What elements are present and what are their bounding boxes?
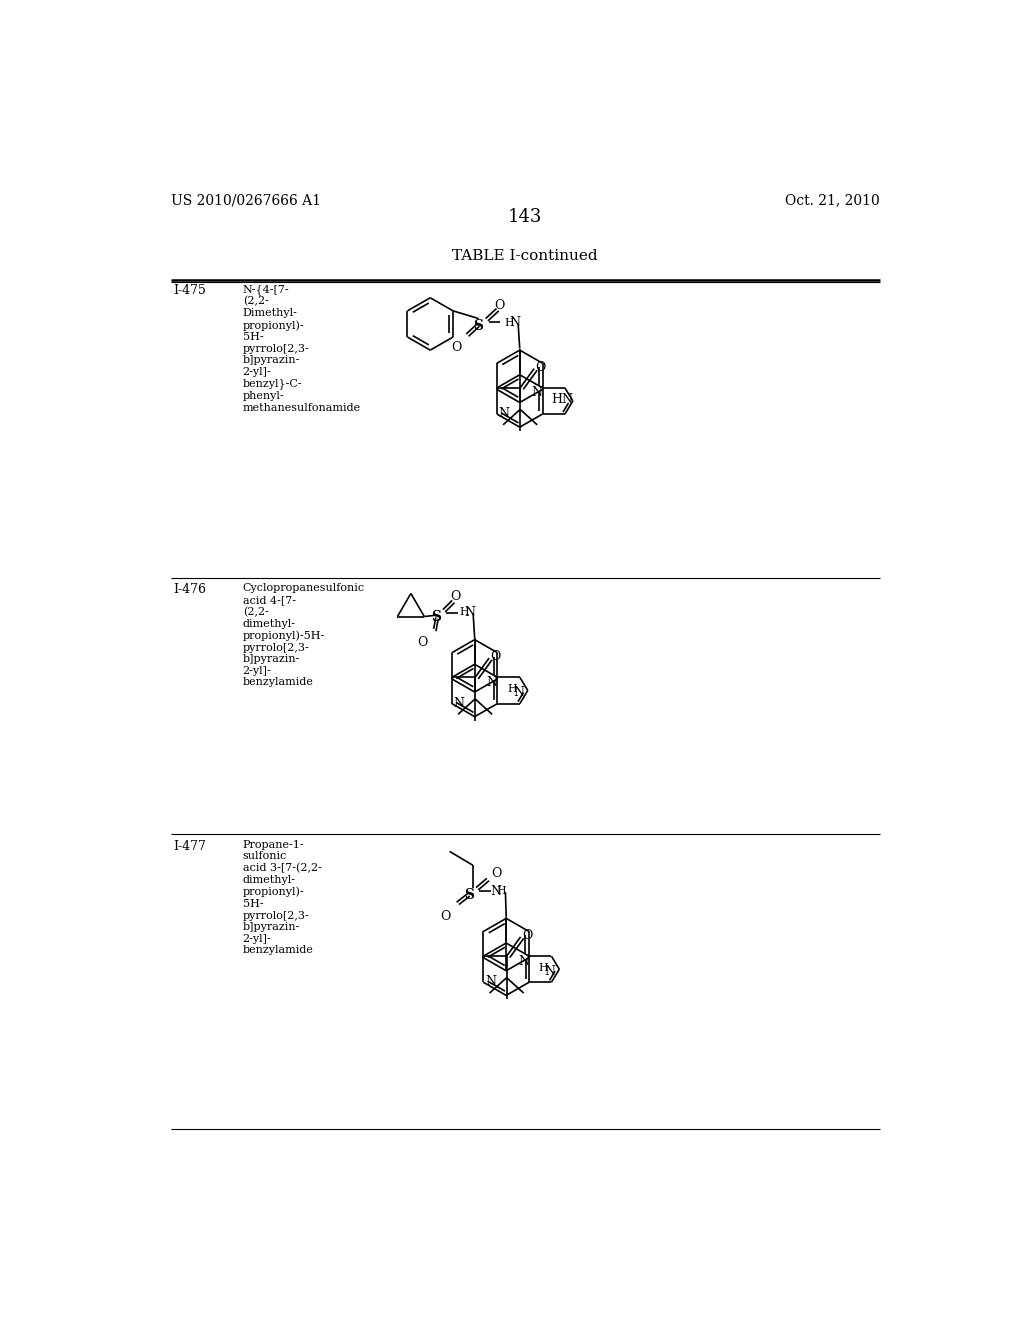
Text: N: N (485, 975, 496, 989)
Text: O: O (536, 360, 546, 374)
Text: O: O (490, 651, 501, 664)
Text: H: H (497, 886, 507, 896)
Text: N: N (513, 686, 524, 698)
Text: I-475: I-475 (173, 284, 206, 297)
Text: O: O (495, 300, 505, 313)
Text: US 2010/0267666 A1: US 2010/0267666 A1 (171, 193, 321, 207)
Text: O: O (417, 636, 427, 649)
Text: O: O (522, 929, 532, 942)
Text: S: S (431, 610, 441, 624)
Text: O: O (451, 590, 461, 603)
Text: Cyclopropanesulfonic
acid 4-[7-
(2,2-
dimethyl-
propionyl)-5H-
pyrrolo[2,3-
b]py: Cyclopropanesulfonic acid 4-[7- (2,2- di… (243, 583, 365, 688)
Text: N: N (545, 965, 555, 978)
Text: S: S (464, 888, 474, 903)
Text: N: N (486, 676, 498, 689)
Text: S: S (473, 319, 483, 333)
Text: O: O (492, 867, 502, 880)
Text: O: O (439, 909, 451, 923)
Text: N: N (518, 954, 529, 968)
Text: N-{4-[7-
(2,2-
Dimethyl-
propionyl)-
5H-
pyrrolo[2,3-
b]pyrazin-
2-yl]-
benzyl}-: N-{4-[7- (2,2- Dimethyl- propionyl)- 5H-… (243, 284, 360, 413)
Text: N: N (490, 884, 502, 898)
Text: N: N (465, 606, 475, 619)
Text: N: N (531, 387, 543, 400)
Text: H: H (507, 684, 517, 694)
Text: HN: HN (551, 393, 573, 407)
Text: H: H (459, 607, 469, 618)
Text: Oct. 21, 2010: Oct. 21, 2010 (785, 193, 880, 207)
Text: O: O (451, 341, 462, 354)
Text: I-477: I-477 (173, 840, 206, 853)
Text: 143: 143 (508, 209, 542, 227)
Text: N: N (499, 407, 510, 420)
Text: H: H (504, 318, 514, 327)
Text: H: H (539, 962, 549, 973)
Text: N: N (510, 317, 520, 329)
Text: I-476: I-476 (173, 583, 206, 597)
Text: Propane-1-
sulfonic
acid 3-[7-(2,2-
dimethyl-
propionyl)-
5H-
pyrrolo[2,3-
b]pyr: Propane-1- sulfonic acid 3-[7-(2,2- dime… (243, 840, 322, 956)
Text: N: N (454, 697, 465, 710)
Text: TABLE I-continued: TABLE I-continued (452, 249, 598, 263)
